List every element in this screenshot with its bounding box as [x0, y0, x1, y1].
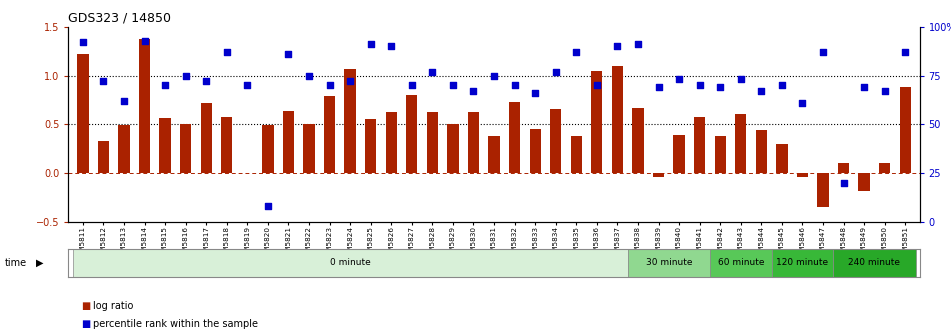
Point: [815, 49, 830, 55]
Point: [857, 85, 872, 90]
Bar: [509, 102, 520, 173]
Point: [754, 88, 769, 94]
Bar: [838, 163, 849, 173]
Bar: [222, 118, 232, 173]
Text: 240 minute: 240 minute: [848, 258, 901, 267]
Bar: [489, 136, 499, 173]
Bar: [611, 66, 623, 173]
Point: [774, 83, 789, 88]
Point: [261, 204, 276, 209]
Point: [671, 77, 687, 82]
Bar: [77, 54, 88, 173]
Text: 120 minute: 120 minute: [776, 258, 828, 267]
Point: [650, 85, 666, 90]
Point: [96, 79, 111, 84]
Bar: [833, 249, 916, 277]
Point: [486, 73, 501, 78]
Bar: [344, 69, 356, 173]
Bar: [900, 87, 911, 173]
Bar: [756, 130, 767, 173]
Bar: [98, 141, 109, 173]
Bar: [628, 249, 709, 277]
Text: 0 minute: 0 minute: [330, 258, 371, 267]
Bar: [447, 124, 458, 173]
Point: [383, 44, 398, 49]
Bar: [468, 112, 479, 173]
Bar: [714, 136, 726, 173]
Point: [548, 69, 563, 74]
Point: [301, 73, 317, 78]
Bar: [180, 124, 191, 173]
Text: ■: ■: [81, 319, 90, 329]
Bar: [160, 119, 171, 173]
Text: time: time: [5, 258, 27, 268]
Bar: [303, 124, 315, 173]
Point: [199, 79, 214, 84]
Point: [507, 83, 522, 88]
Bar: [673, 135, 685, 173]
Text: GDS323 / 14850: GDS323 / 14850: [68, 12, 171, 25]
Bar: [694, 118, 706, 173]
Bar: [817, 173, 828, 207]
Point: [75, 40, 90, 45]
Bar: [571, 136, 582, 173]
Bar: [735, 114, 747, 173]
Point: [836, 180, 851, 185]
Point: [137, 38, 152, 43]
Point: [445, 83, 460, 88]
Point: [158, 83, 173, 88]
Bar: [262, 125, 274, 173]
Point: [569, 49, 584, 55]
Text: ▶: ▶: [36, 258, 44, 268]
Bar: [324, 96, 335, 173]
Bar: [385, 112, 397, 173]
Point: [590, 83, 605, 88]
Text: 30 minute: 30 minute: [646, 258, 692, 267]
Text: log ratio: log ratio: [93, 301, 133, 311]
Bar: [139, 39, 150, 173]
Bar: [406, 95, 417, 173]
Point: [631, 42, 646, 47]
Point: [733, 77, 748, 82]
Point: [692, 83, 708, 88]
Point: [528, 90, 543, 96]
Text: ■: ■: [81, 301, 90, 311]
Bar: [709, 249, 771, 277]
Text: percentile rank within the sample: percentile rank within the sample: [93, 319, 259, 329]
Point: [877, 88, 892, 94]
Point: [342, 79, 358, 84]
Bar: [365, 119, 377, 173]
Bar: [632, 108, 644, 173]
Bar: [427, 112, 438, 173]
Text: 60 minute: 60 minute: [717, 258, 764, 267]
Bar: [592, 71, 603, 173]
Bar: [118, 125, 129, 173]
Bar: [797, 173, 808, 177]
Bar: [771, 249, 833, 277]
Point: [610, 44, 625, 49]
Point: [240, 83, 255, 88]
Point: [281, 51, 296, 57]
Point: [219, 49, 234, 55]
Bar: [530, 129, 541, 173]
Bar: [859, 173, 870, 191]
Bar: [776, 144, 787, 173]
Bar: [879, 163, 890, 173]
Bar: [72, 249, 628, 277]
Point: [466, 88, 481, 94]
Point: [404, 83, 419, 88]
Point: [116, 98, 131, 103]
Point: [322, 83, 338, 88]
Bar: [653, 173, 664, 177]
Bar: [282, 111, 294, 173]
Point: [898, 49, 913, 55]
Bar: [201, 103, 212, 173]
Bar: [550, 109, 561, 173]
Point: [712, 85, 728, 90]
Point: [795, 100, 810, 106]
Point: [363, 42, 378, 47]
Point: [425, 69, 440, 74]
Point: [178, 73, 193, 78]
